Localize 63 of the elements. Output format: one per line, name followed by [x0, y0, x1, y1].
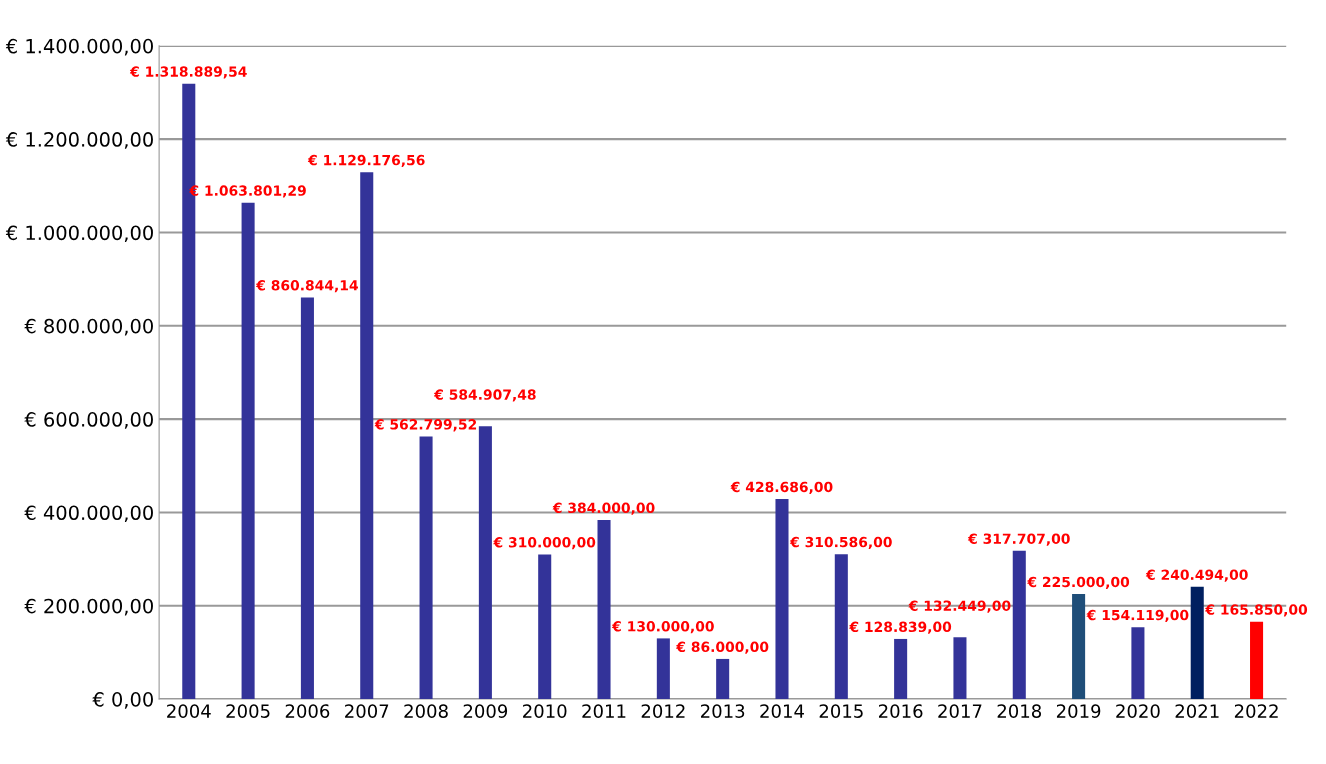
bar [1190, 586, 1204, 700]
bar [597, 519, 611, 700]
y-tick-label: € 400.000,00 [24, 505, 153, 523]
x-tick-label: 2016 [878, 704, 923, 718]
x-tick-label: 2011 [582, 704, 626, 718]
bar [1131, 627, 1145, 700]
bar [538, 554, 552, 700]
data-label: € 562.799,52 [374, 419, 477, 432]
data-label: € 132.449,00 [908, 600, 1011, 613]
x-tick-label: 2014 [760, 704, 804, 718]
bar [1072, 594, 1086, 700]
y-tick-label: € 200.000,00 [24, 598, 153, 616]
bar [953, 637, 967, 700]
x-tick-label: 2009 [463, 704, 508, 718]
x-tick-label: 2012 [641, 704, 685, 718]
data-label: € 584.907,48 [433, 389, 536, 402]
bar [478, 426, 492, 700]
data-label: € 225.000,00 [1027, 576, 1130, 589]
bar [360, 172, 374, 700]
x-tick-label: 2021 [1175, 704, 1219, 718]
x-tick-label: 2015 [819, 704, 863, 718]
data-label: € 384.000,00 [552, 502, 655, 515]
y-tick-label: € 1.400.000,00 [5, 38, 153, 56]
bar [1250, 621, 1264, 700]
x-tick-label: 2018 [997, 704, 1042, 718]
x-tick-label: 2019 [1056, 704, 1101, 718]
data-label: € 428.686,00 [730, 481, 833, 494]
bar [241, 202, 255, 700]
data-label: € 240.494,00 [1145, 569, 1248, 582]
data-label: € 128.839,00 [849, 621, 952, 634]
y-tick-label: € 1.200.000,00 [5, 132, 153, 149]
data-label: € 130.000,00 [611, 621, 714, 634]
y-tick-label: € 800.000,00 [24, 318, 153, 336]
bar [775, 499, 789, 700]
x-tick-label: 2006 [285, 704, 330, 718]
bar [716, 658, 730, 700]
bar [1012, 550, 1026, 700]
y-tick-label: € 0,00 [92, 692, 153, 709]
data-label: € 1.318.889,54 [129, 66, 247, 79]
data-label: € 154.119,00 [1086, 609, 1189, 623]
x-tick-label: 2022 [1234, 704, 1278, 718]
data-label: € 310.586,00 [789, 536, 892, 550]
bar [656, 638, 670, 700]
x-tick-label: 2008 [404, 704, 448, 718]
data-label: € 165.850,00 [1205, 604, 1308, 617]
x-tick-label: 2013 [701, 704, 745, 718]
bar [834, 554, 848, 700]
data-label: € 310.000,00 [493, 537, 596, 550]
x-tick-label: 2004 [167, 704, 211, 718]
x-tick-label: 2017 [938, 704, 982, 718]
x-tick-label: 2010 [523, 704, 567, 718]
y-tick-label: € 1.000.000,00 [5, 225, 153, 243]
y-tick-label: € 600.000,00 [24, 412, 153, 429]
data-label: € 1.129.176,56 [307, 154, 425, 168]
data-label: € 317.707,00 [967, 533, 1070, 546]
data-label: € 860.844,14 [255, 280, 358, 293]
data-label: € 86.000,00 [676, 641, 769, 654]
bar [300, 297, 314, 700]
x-tick-label: 2020 [1116, 704, 1160, 718]
bar [419, 436, 433, 700]
bar [894, 638, 908, 700]
x-tick-label: 2007 [345, 704, 389, 718]
x-tick-label: 2005 [226, 704, 270, 718]
